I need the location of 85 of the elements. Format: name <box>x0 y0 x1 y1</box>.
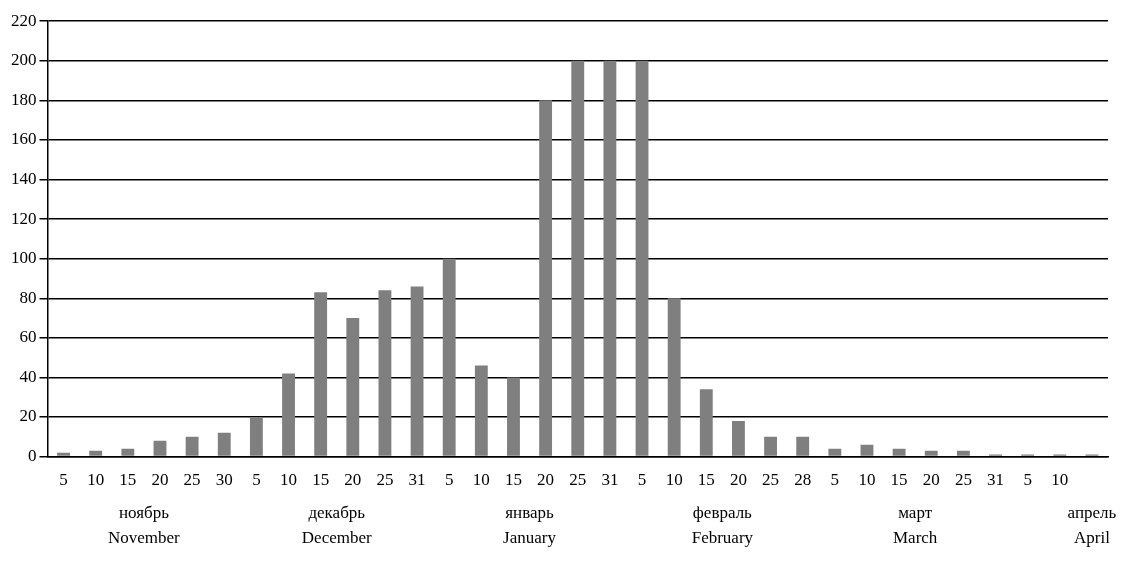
x-tick-label: 28 <box>794 470 812 490</box>
y-tick-label: 0 <box>28 446 37 466</box>
text: ноябрь <box>118 502 170 522</box>
y-tick-label: 80 <box>19 287 37 307</box>
x-tick-label: 20 <box>537 470 555 490</box>
x-tick-label: 31 <box>987 470 1005 490</box>
x-tick-label: 15 <box>697 470 715 490</box>
text: February <box>691 527 754 547</box>
x-tick-label: 15 <box>504 470 522 490</box>
x-tick-label: 20 <box>151 470 169 490</box>
y-tick-label: 220 <box>11 10 37 30</box>
x-tick-label: 20 <box>922 470 940 490</box>
x-tick-label: 25 <box>954 470 972 490</box>
bar <box>539 100 553 456</box>
text: January <box>503 527 557 547</box>
x-tick-label: 20 <box>344 470 362 490</box>
x-tick-label: 5 <box>59 470 68 490</box>
x-tick-label: 31 <box>601 470 619 490</box>
y-tick-label: 120 <box>11 208 37 228</box>
x-tick-label: 5 <box>637 470 647 490</box>
bar <box>153 440 167 456</box>
bar <box>442 258 456 456</box>
x-tick-label: 25 <box>376 470 394 490</box>
text: November <box>108 527 181 547</box>
x-tick-label: 20 <box>729 470 747 490</box>
y-tick-label: 40 <box>19 366 37 386</box>
bar <box>732 420 745 456</box>
text: декабрь <box>308 502 366 522</box>
x-tick-label: 10 <box>1051 470 1069 490</box>
x-tick-label: 10 <box>472 470 490 490</box>
bar <box>667 298 681 456</box>
text: April <box>1073 527 1111 547</box>
x-tick-label: 5 <box>444 470 454 490</box>
x-tick-label: 25 <box>569 470 587 490</box>
bar <box>828 448 842 456</box>
bar <box>185 436 199 456</box>
y-tick-label: 200 <box>11 50 37 70</box>
bar <box>603 60 617 456</box>
y-tick-label: 60 <box>19 327 37 347</box>
bar <box>57 452 70 456</box>
y-tick-label: 160 <box>11 129 37 149</box>
x-tick-label: 31 <box>408 470 426 490</box>
bar <box>282 373 295 456</box>
x-tick-label: 5 <box>1023 470 1032 490</box>
text: December <box>301 527 372 547</box>
text: февраль <box>692 502 753 522</box>
x-tick-label: 5 <box>252 470 261 490</box>
bar <box>924 450 938 456</box>
text: March <box>892 527 938 547</box>
bar <box>635 60 649 456</box>
x-tick-label: 30 <box>215 470 233 490</box>
bar <box>571 60 585 456</box>
bar <box>860 444 874 456</box>
x-tick-label: 10 <box>280 470 298 490</box>
x-tick-label: 5 <box>830 470 840 490</box>
y-tick-label: 140 <box>11 169 37 188</box>
bar <box>217 432 231 456</box>
bar <box>956 450 970 456</box>
x-tick-label: 15 <box>119 470 137 490</box>
y-tick-label: 20 <box>19 406 37 426</box>
bar <box>249 417 263 456</box>
y-tick-label: 180 <box>11 89 37 109</box>
x-tick-label: 10 <box>858 470 876 490</box>
text: январь <box>505 502 555 522</box>
bar <box>121 448 135 456</box>
x-tick-label: 10 <box>665 470 683 490</box>
text: март <box>898 502 933 522</box>
bar <box>474 365 488 456</box>
x-tick-label: 25 <box>183 470 201 490</box>
bar <box>892 448 906 456</box>
bar <box>699 389 713 456</box>
bar <box>507 377 520 456</box>
x-tick-label: 25 <box>762 470 780 490</box>
bar <box>346 318 360 456</box>
bar <box>764 436 777 456</box>
bar <box>410 286 424 456</box>
bar <box>89 450 103 456</box>
bar <box>796 436 810 456</box>
text: апрель <box>1067 502 1117 522</box>
bar <box>314 292 328 456</box>
bar <box>378 290 392 456</box>
y-tick-label: 100 <box>11 248 37 268</box>
x-tick-label: 10 <box>87 470 105 490</box>
x-tick-label: 15 <box>312 470 330 490</box>
x-tick-label: 15 <box>890 470 908 490</box>
